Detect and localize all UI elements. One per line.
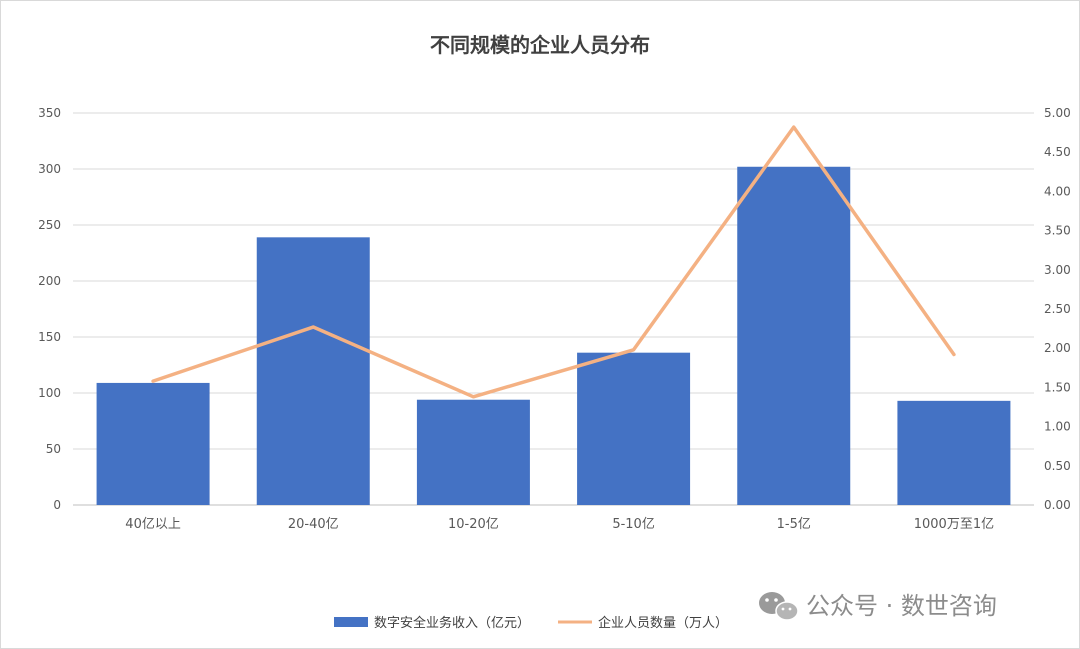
bar <box>256 237 370 505</box>
bar <box>577 352 691 505</box>
y-right-tick-label: 3.50 <box>1044 224 1071 238</box>
watermark-text: 公众号 · 数世咨询 <box>806 592 997 620</box>
y-left-tick-label: 300 <box>38 162 61 176</box>
line-point <box>151 379 155 383</box>
y-right-tick-label: 0.50 <box>1044 459 1071 473</box>
y-right-tick-label: 2.00 <box>1044 341 1071 355</box>
y-left-tick-label: 150 <box>38 330 61 344</box>
axes: 0 50 100 150 200 250 300 350 0.00 0.50 1.00 1.50 2.0… <box>38 106 1071 532</box>
gridlines <box>73 112 1034 506</box>
y-right-tick-label: 4.00 <box>1044 184 1071 198</box>
watermark: 公众号 · 数世咨询 <box>759 592 997 621</box>
line-point <box>952 352 956 356</box>
y-right-tick-label: 1.00 <box>1044 420 1071 434</box>
bar <box>96 382 210 505</box>
y-left-tick-label: 50 <box>46 442 61 456</box>
line-point <box>311 325 315 329</box>
series-line <box>151 125 956 399</box>
wechat-icon <box>759 592 799 621</box>
x-tick-label: 20-40亿 <box>288 517 339 532</box>
y-left-tick-label: 200 <box>38 274 61 288</box>
bar <box>897 400 1011 505</box>
y-right-tick-label: 3.00 <box>1044 263 1071 277</box>
line-point <box>471 395 475 399</box>
x-tick-label: 5-10亿 <box>612 517 655 532</box>
y-left-tick-label: 100 <box>38 386 61 400</box>
y-right-tick-label: 0.00 <box>1044 498 1071 512</box>
y-right-tick-label: 5.00 <box>1044 106 1071 120</box>
x-tick-label: 1-5亿 <box>777 517 811 532</box>
legend-line-label: 企业人员数量（万人） <box>598 615 728 631</box>
chart-title: 不同规模的企业人员分布 <box>430 33 650 57</box>
y-right-tick-label: 2.50 <box>1044 302 1071 316</box>
y-left-tick-label: 250 <box>38 218 61 232</box>
x-tick-label: 10-20亿 <box>448 517 499 532</box>
x-tick-label: 1000万至1亿 <box>914 517 994 532</box>
legend: 数字安全业务收入（亿元） 企业人员数量（万人） <box>334 615 728 631</box>
bar <box>737 166 851 505</box>
legend-bar-swatch <box>334 617 368 627</box>
y-left-tick-label: 350 <box>38 106 61 120</box>
bar <box>416 399 530 505</box>
y-right-tick-label: 1.50 <box>1044 380 1071 394</box>
y-left-tick-label: 0 <box>53 498 61 512</box>
y-right-tick-label: 4.50 <box>1044 145 1071 159</box>
x-tick-label: 40亿以上 <box>125 517 181 532</box>
bar-series <box>96 166 1011 505</box>
line-point <box>792 125 796 129</box>
line-series <box>151 125 956 399</box>
legend-bar-label: 数字安全业务收入（亿元） <box>374 615 530 631</box>
line-point <box>632 348 636 352</box>
